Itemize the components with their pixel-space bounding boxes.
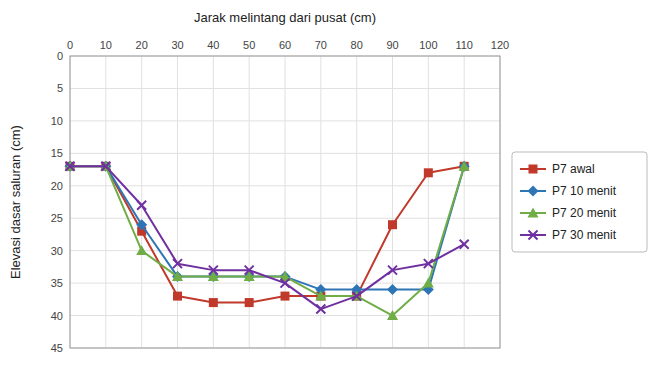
x-tick-label: 100 — [419, 39, 437, 51]
y-tick-label: 15 — [51, 147, 63, 159]
series — [66, 162, 469, 314]
y-tick-label: 10 — [51, 115, 63, 127]
point — [245, 298, 254, 307]
legend-marker — [529, 231, 538, 240]
point — [316, 305, 325, 314]
chart: 0 10 20 30 40 50 60 70 80 90 100 110 120 0 5 10 15 20 25 30… — [0, 0, 656, 368]
y-tick-label: 45 — [51, 342, 63, 354]
grid-line-x — [285, 56, 286, 348]
x-tick-label: 50 — [243, 39, 255, 51]
grid-line-x — [428, 56, 429, 348]
point — [387, 310, 398, 320]
chart-container: 0 10 20 30 40 50 60 70 80 90 100 110 120 0 5 10 15 20 25 30… — [0, 0, 656, 368]
point — [460, 162, 469, 171]
grid-line-y — [70, 315, 500, 316]
plot-frame — [70, 56, 500, 348]
grid-line-y — [70, 120, 500, 121]
series-line — [70, 166, 464, 315]
point — [459, 161, 470, 172]
grid-line-x — [105, 56, 106, 348]
point — [387, 284, 398, 295]
point — [388, 220, 397, 229]
series-layer — [65, 161, 470, 320]
point — [460, 240, 469, 249]
legend-marker — [528, 208, 539, 218]
series — [65, 161, 470, 320]
point — [136, 245, 147, 255]
series-line — [70, 166, 464, 309]
x-tick-label: 40 — [207, 39, 219, 51]
series — [65, 161, 470, 295]
point — [388, 266, 397, 275]
y-tick-label: 5 — [57, 82, 63, 94]
x-tick-label: 110 — [455, 39, 473, 51]
point — [281, 292, 290, 301]
grid-line-y — [70, 185, 500, 186]
legend-label: P7 30 menit — [552, 228, 617, 242]
point — [459, 161, 470, 171]
point — [315, 291, 326, 301]
x-tick-label: 30 — [171, 39, 183, 51]
legend-label: P7 awal — [552, 162, 595, 176]
point — [172, 271, 183, 281]
x-axis-label: Jarak melintang dari pusat (cm) — [194, 10, 376, 25]
series-line — [70, 166, 464, 302]
legend: P7 awal P7 10 menit P7 20 menit P7 30 menit — [512, 152, 647, 252]
grid-line-y — [70, 153, 500, 154]
y-tick-label: 30 — [51, 245, 63, 257]
y-tick-label: 25 — [51, 212, 63, 224]
series — [66, 162, 469, 307]
series-line — [70, 166, 464, 289]
point — [424, 259, 433, 268]
grid-line-x — [141, 56, 142, 348]
grid — [70, 56, 500, 348]
point — [101, 162, 110, 171]
x-tick-label: 20 — [136, 39, 148, 51]
x-tick-label: 90 — [386, 39, 398, 51]
point — [66, 162, 75, 171]
y-axis-label: Elevasi dasar saluran (cm) — [8, 125, 23, 279]
x-tick-label: 10 — [100, 39, 112, 51]
point — [352, 292, 361, 301]
x-tick-label: 70 — [315, 39, 327, 51]
legend-marker — [529, 165, 538, 174]
plot-area — [70, 56, 500, 348]
grid-line-x — [392, 56, 393, 348]
point — [351, 291, 362, 301]
point — [424, 168, 433, 177]
point — [173, 259, 182, 268]
grid-line-x — [177, 56, 178, 348]
legend-label: P7 20 menit — [552, 206, 617, 220]
legend-label: P7 10 menit — [552, 184, 617, 198]
grid-line-x — [464, 56, 465, 348]
x-tick-label: 0 — [67, 39, 73, 51]
y-tick-label: 40 — [51, 310, 63, 322]
point — [281, 279, 290, 288]
grid-line-y — [70, 88, 500, 89]
x-tick-label: 60 — [279, 39, 291, 51]
point — [137, 201, 146, 210]
point — [173, 292, 182, 301]
grid-line-x — [356, 56, 357, 348]
y-tick-label: 35 — [51, 277, 63, 289]
point — [209, 298, 218, 307]
x-tick-label: 120 — [491, 39, 509, 51]
y-tick-label: 0 — [57, 50, 63, 62]
point — [136, 219, 147, 230]
y-tick-label: 20 — [51, 180, 63, 192]
legend-box — [512, 152, 647, 252]
grid-line-x — [320, 56, 321, 348]
point — [245, 266, 254, 275]
grid-line-y — [70, 250, 500, 251]
legend-marker — [528, 186, 539, 197]
point — [423, 278, 434, 288]
x-tick-label: 80 — [351, 39, 363, 51]
point — [209, 266, 218, 275]
